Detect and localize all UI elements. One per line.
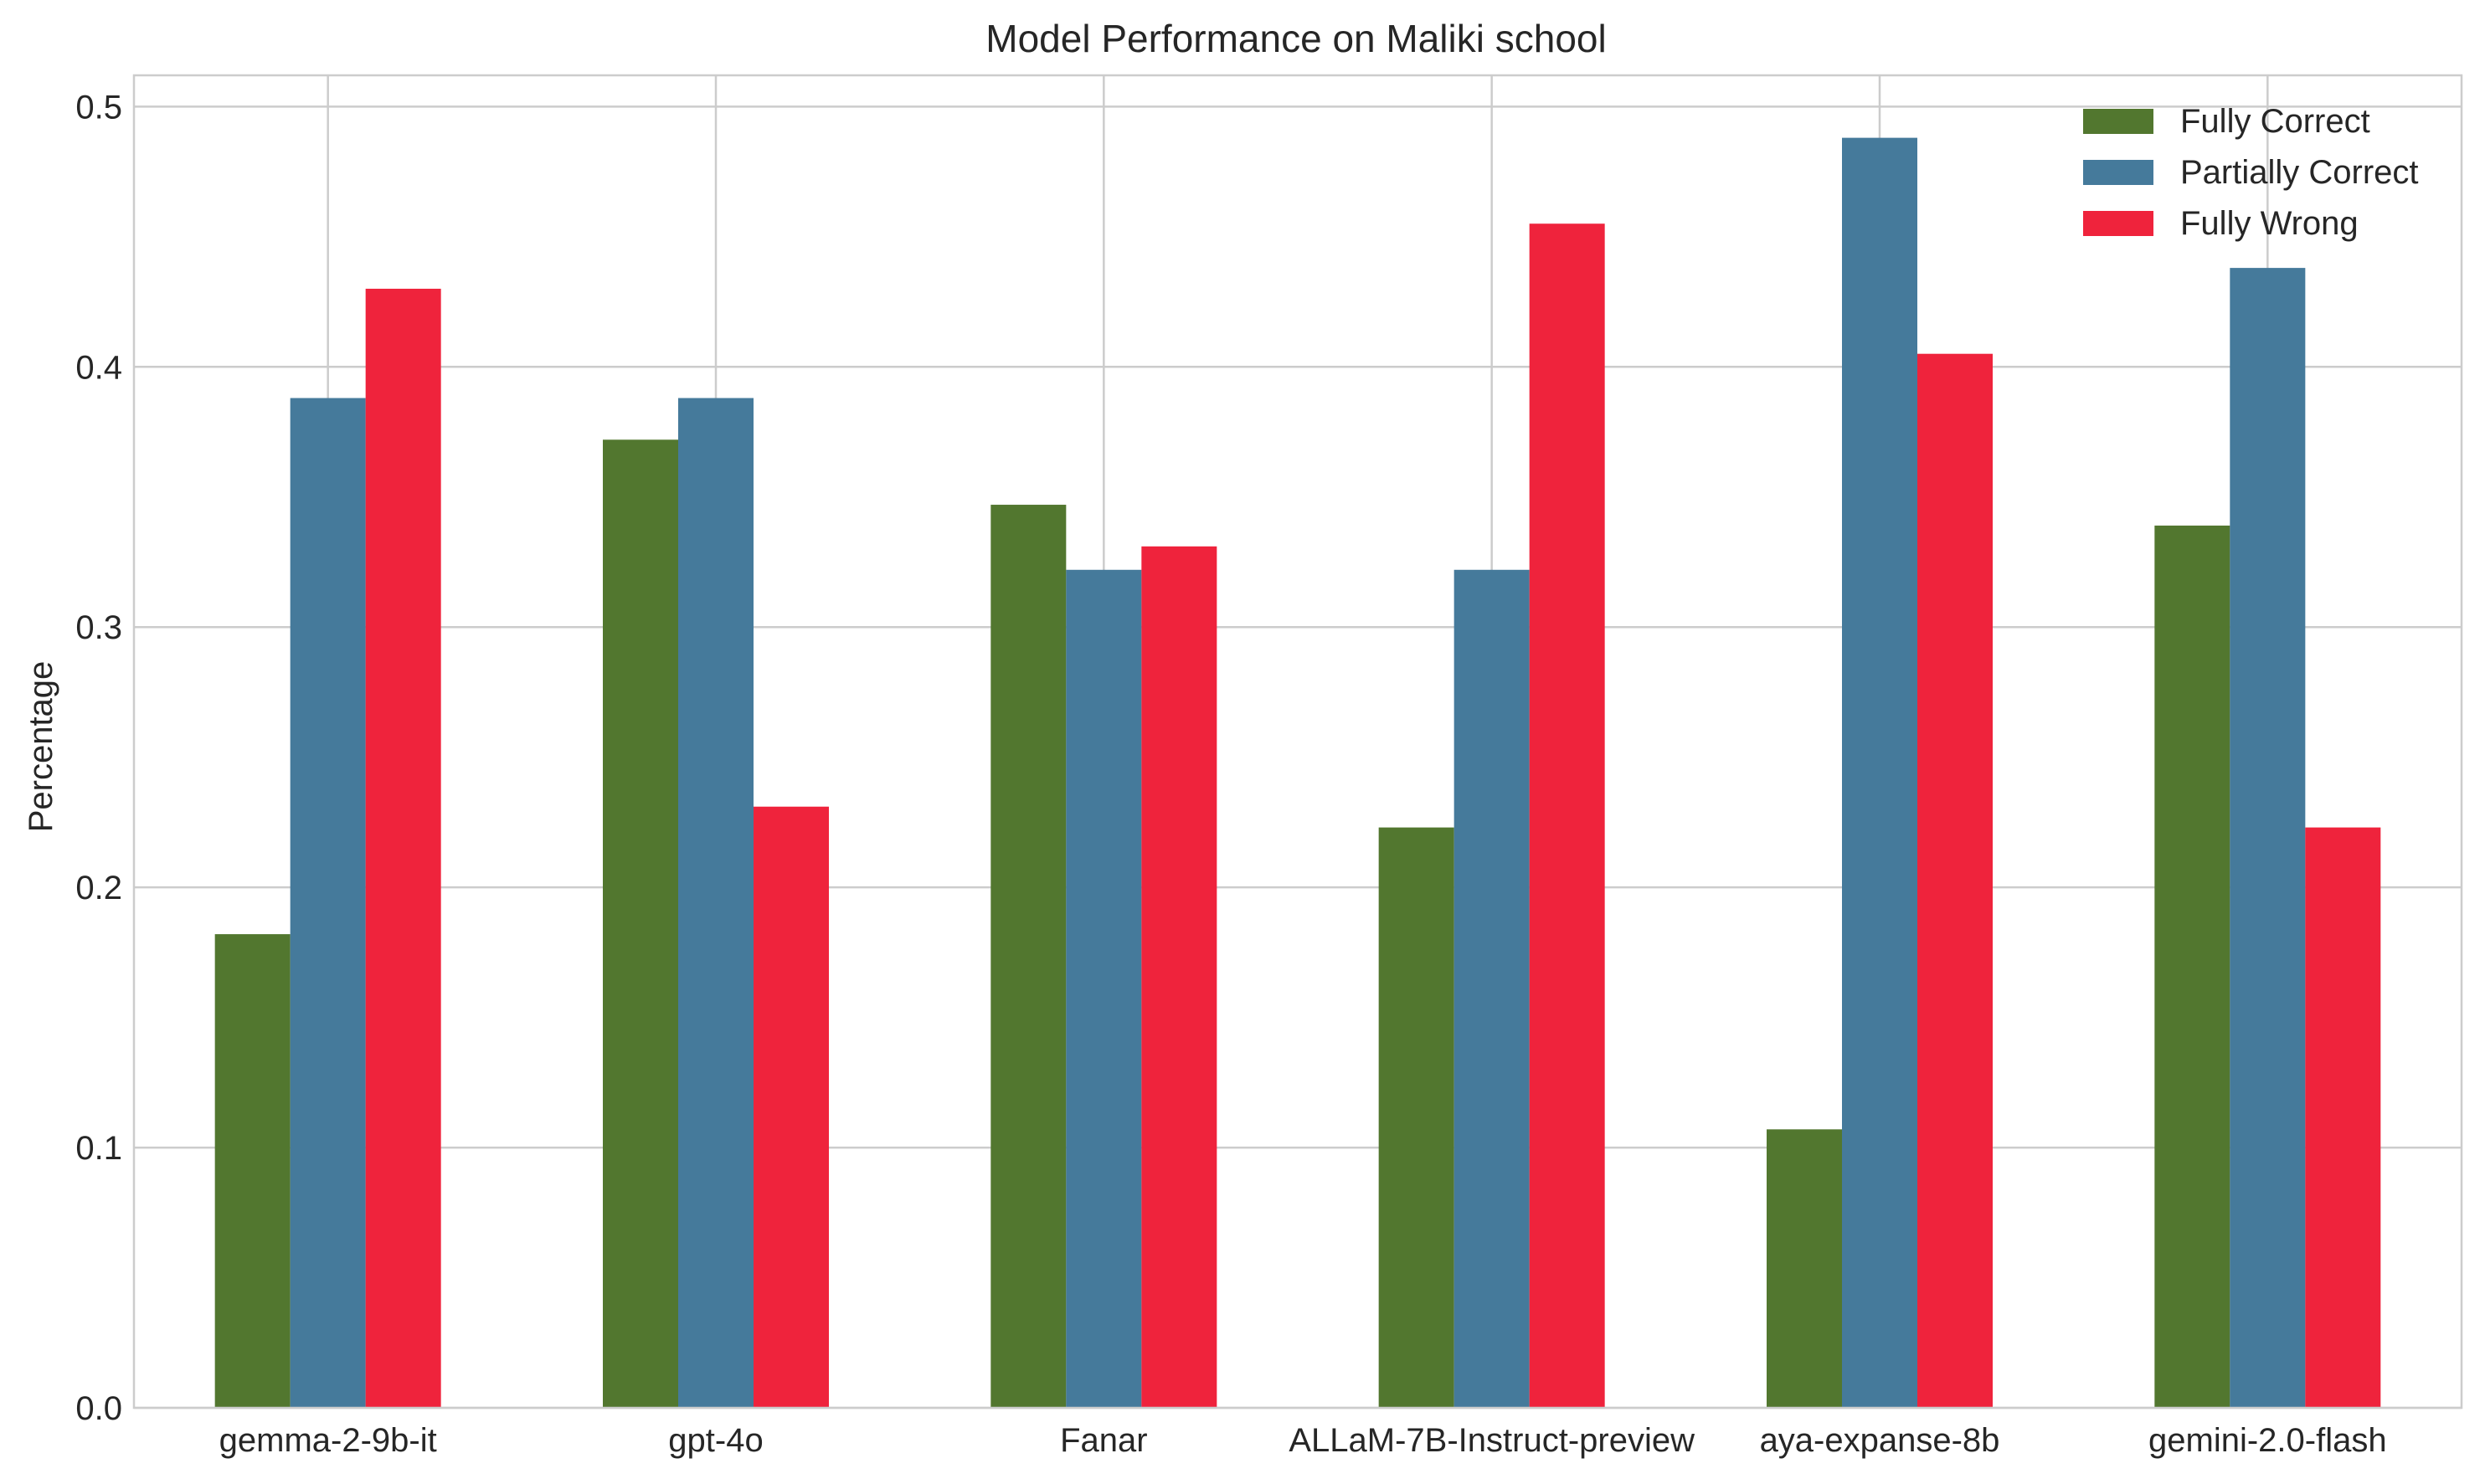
bar-fully-correct-gpt-4o: [603, 439, 678, 1408]
legend: Fully Correct Partially Correct Fully Wron…: [2083, 103, 2419, 242]
x-tick-label: aya-expanse-8b: [1760, 1422, 2000, 1459]
bar-partially-correct-aya-expanse-8b: [1842, 137, 1917, 1408]
bar-fully-wrong-gemini-2-0-flash: [2305, 827, 2381, 1408]
bar-fully-correct-gemini-2-0-flash: [2154, 525, 2230, 1408]
x-tick-label: gemini-2.0-flash: [2148, 1422, 2387, 1459]
gridlines: [134, 75, 2462, 1410]
bar-fully-wrong-gpt-4o: [754, 806, 829, 1408]
x-tick-labels: gemma-2-9b-it gpt-4o Fanar ALLaM-7B-Instruc…: [219, 1422, 2387, 1459]
legend-label: Fully Correct: [2180, 103, 2370, 140]
legend-label: Fully Wrong: [2180, 205, 2359, 242]
x-tick-label: ALLaM-7B-Instruct-preview: [1289, 1422, 1695, 1459]
plot-frame: [132, 74, 2463, 1410]
bar-fully-wrong-gemma-2-9b-it: [365, 288, 441, 1408]
bar-partially-correct-gpt-4o: [678, 398, 754, 1408]
bar-partially-correct-gemma-2-9b-it: [290, 398, 366, 1408]
bar-fully-wrong-aya-expanse-8b: [1917, 353, 1993, 1408]
y-tick-label: 0.4: [75, 349, 122, 386]
chart-title: Model Performance on Maliki school: [985, 17, 1606, 60]
legend-swatch: [2083, 160, 2153, 185]
y-tick-label: 0.5: [75, 89, 122, 126]
bar-partially-correct-allam-7b-instruct-preview: [1453, 569, 1530, 1408]
bar-partially-correct-fanar: [1066, 569, 1142, 1408]
y-tick-label: 0.1: [75, 1130, 122, 1167]
legend-label: Partially Correct: [2180, 154, 2419, 191]
bars: [214, 137, 2381, 1408]
legend-swatch: [2083, 211, 2153, 236]
bar-fully-wrong-fanar: [1141, 546, 1217, 1408]
x-tick-label: Fanar: [1060, 1422, 1148, 1459]
y-tick-label: 0.3: [75, 609, 122, 646]
y-tick-label: 0.0: [75, 1390, 122, 1427]
y-tick-labels: 0.0 0.1 0.2 0.3 0.4 0.5: [75, 89, 122, 1427]
legend-swatch: [2083, 109, 2153, 134]
bar-fully-correct-fanar: [990, 505, 1067, 1408]
y-axis-label: Percentage: [23, 661, 59, 833]
x-tick-label: gpt-4o: [668, 1422, 763, 1459]
bar-fully-wrong-allam-7b-instruct-preview: [1529, 223, 1605, 1408]
bar-fully-correct-allam-7b-instruct-preview: [1378, 827, 1454, 1408]
y-tick-label: 0.2: [75, 870, 122, 906]
bar-fully-correct-aya-expanse-8b: [1767, 1129, 1842, 1408]
bar-fully-correct-gemma-2-9b-it: [214, 934, 291, 1408]
bar-partially-correct-gemini-2-0-flash: [2230, 268, 2306, 1408]
x-tick-label: gemma-2-9b-it: [219, 1422, 437, 1459]
